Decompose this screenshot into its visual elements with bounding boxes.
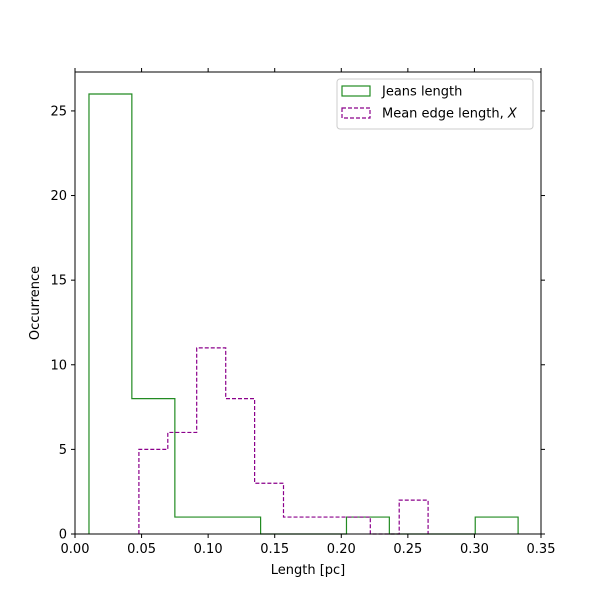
y-axis-label: Occurrence — [28, 266, 43, 340]
x-tick-label: 0.30 — [460, 542, 489, 557]
x-tick-label: 0.10 — [194, 542, 223, 557]
y-tick-label: 15 — [50, 274, 67, 289]
y-tick-label: 0 — [59, 528, 67, 543]
y-tick-label: 20 — [50, 189, 67, 204]
y-tick-label: 5 — [59, 443, 67, 458]
ticks: 0.00 0.05 0.10 0.15 0.20 0.25 0.30 0.35 0 5 10 15 20… — [50, 68, 555, 557]
x-tick-label: 0.25 — [393, 542, 422, 557]
legend-swatch-jeans-length — [341, 85, 371, 97]
y-tick-label: 25 — [50, 104, 67, 119]
histogram-series-jeans-length — [88, 93, 519, 535]
x-axis-label: Length [pc] — [271, 563, 346, 578]
legend-box — [336, 78, 534, 130]
legend-label-mean-edge-length: Mean edge length, X — [382, 107, 518, 122]
x-tick-label: 0.05 — [127, 542, 156, 557]
histogram-series-mean-edge-length — [138, 347, 429, 535]
x-tick-label: 0.20 — [327, 542, 356, 557]
axes-frame — [74, 71, 542, 535]
y-tick-label: 10 — [50, 358, 67, 373]
legend-swatch-mean-edge-length — [341, 107, 371, 119]
x-tick-label: 0.35 — [527, 542, 556, 557]
legend: Jeans length Mean edge length, X — [336, 78, 534, 130]
x-tick-label: 0.00 — [61, 542, 90, 557]
x-tick-label: 0.15 — [260, 542, 289, 557]
legend-label-jeans-length: Jeans length — [381, 85, 462, 100]
plot-area — [88, 93, 519, 535]
